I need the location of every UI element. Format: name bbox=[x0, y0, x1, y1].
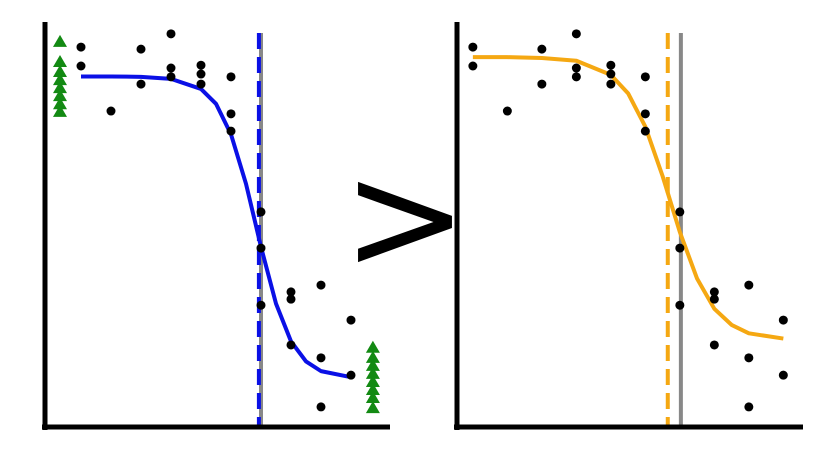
data-point bbox=[571, 29, 581, 39]
data-point bbox=[226, 72, 236, 82]
data-point bbox=[316, 402, 326, 412]
triangle-marker bbox=[53, 54, 67, 67]
triangle-marker bbox=[365, 374, 380, 387]
triangle-marker bbox=[53, 104, 67, 117]
triangle-marker bbox=[53, 34, 67, 47]
data-point bbox=[256, 300, 266, 310]
data-point bbox=[606, 60, 616, 70]
panel bbox=[454, 22, 803, 430]
data-point bbox=[76, 42, 86, 52]
data-point bbox=[709, 294, 719, 304]
data-point bbox=[256, 243, 266, 253]
data-point bbox=[286, 294, 296, 304]
data-point bbox=[166, 63, 176, 73]
data-point bbox=[744, 402, 754, 412]
data-point bbox=[346, 315, 356, 325]
data-point bbox=[709, 287, 719, 297]
data-point bbox=[640, 126, 650, 136]
triangle-marker bbox=[365, 391, 380, 404]
panel bbox=[42, 22, 390, 430]
data-point bbox=[709, 340, 719, 350]
triangle-marker bbox=[365, 366, 380, 379]
data-point bbox=[640, 109, 650, 119]
data-point bbox=[286, 340, 296, 350]
triangle-marker bbox=[53, 81, 67, 94]
data-point bbox=[675, 300, 685, 310]
data-point bbox=[106, 106, 116, 116]
triangle-marker bbox=[365, 358, 380, 371]
data-point bbox=[778, 315, 788, 325]
triangle-marker bbox=[365, 340, 380, 353]
data-point bbox=[468, 42, 478, 52]
fit-curve bbox=[81, 74, 352, 380]
data-point bbox=[606, 79, 616, 89]
data-point bbox=[675, 207, 685, 217]
triangle-marker bbox=[53, 73, 67, 86]
data-point bbox=[640, 72, 650, 82]
data-point bbox=[196, 79, 206, 89]
data-point bbox=[256, 207, 266, 217]
data-point bbox=[166, 29, 176, 39]
data-point bbox=[571, 72, 581, 82]
data-point bbox=[606, 69, 616, 79]
data-point bbox=[196, 69, 206, 79]
data-point bbox=[316, 353, 326, 363]
data-point bbox=[468, 61, 478, 71]
triangle-marker bbox=[365, 383, 380, 396]
data-point bbox=[744, 280, 754, 290]
data-point bbox=[675, 243, 685, 253]
data-point bbox=[196, 60, 206, 70]
data-point bbox=[76, 61, 86, 71]
data-point bbox=[778, 370, 788, 380]
data-point bbox=[316, 280, 326, 290]
triangle-marker bbox=[53, 65, 67, 78]
triangle-marker bbox=[53, 89, 67, 102]
data-point bbox=[537, 79, 547, 89]
data-point bbox=[346, 370, 356, 380]
data-point bbox=[166, 72, 176, 82]
data-point bbox=[537, 44, 547, 54]
data-point bbox=[571, 63, 581, 73]
comparison-sign: > bbox=[342, 131, 468, 305]
fit-curve bbox=[472, 55, 784, 341]
data-point bbox=[286, 287, 296, 297]
data-point bbox=[502, 106, 512, 116]
data-point bbox=[226, 126, 236, 136]
data-point bbox=[226, 109, 236, 119]
triangle-marker bbox=[53, 97, 67, 110]
data-point bbox=[136, 79, 146, 89]
data-point bbox=[744, 353, 754, 363]
triangle-marker bbox=[365, 350, 380, 363]
data-point bbox=[136, 44, 146, 54]
triangle-marker bbox=[365, 401, 380, 414]
